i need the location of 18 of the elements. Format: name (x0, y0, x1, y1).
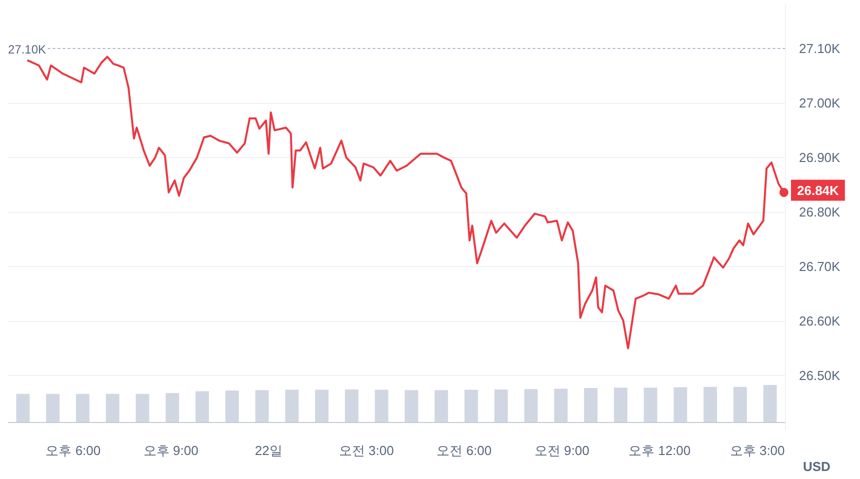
y-axis-title: USD (803, 459, 830, 474)
y-tick-label: 26.70K (799, 259, 841, 274)
x-tick-label: 22일 (254, 443, 282, 458)
x-tick-label: 오후 12:00 (628, 443, 691, 458)
ref-line-label: 27.10K (8, 42, 46, 57)
y-tick-label: 26.50K (799, 368, 841, 384)
y-tick-label: 27.10K (799, 41, 841, 56)
y-tick-label: 26.60K (799, 314, 841, 329)
y-tick-label: 26.80K (799, 204, 841, 220)
x-tick-label: 오후 3:00 (730, 443, 785, 458)
x-tick-label: 오후 6:00 (46, 443, 101, 458)
annotation: 26.84K (797, 182, 840, 198)
y-tick-label: 27.00K (799, 96, 841, 111)
x-tick-label: 오후 9:00 (143, 443, 198, 458)
x-tick-label: 오전 6:00 (436, 443, 492, 458)
x-tick-label: 오전 3:00 (338, 443, 394, 458)
x-tick-label: 오전 9:00 (534, 443, 590, 458)
y-tick-label: 26.90K (799, 150, 841, 166)
